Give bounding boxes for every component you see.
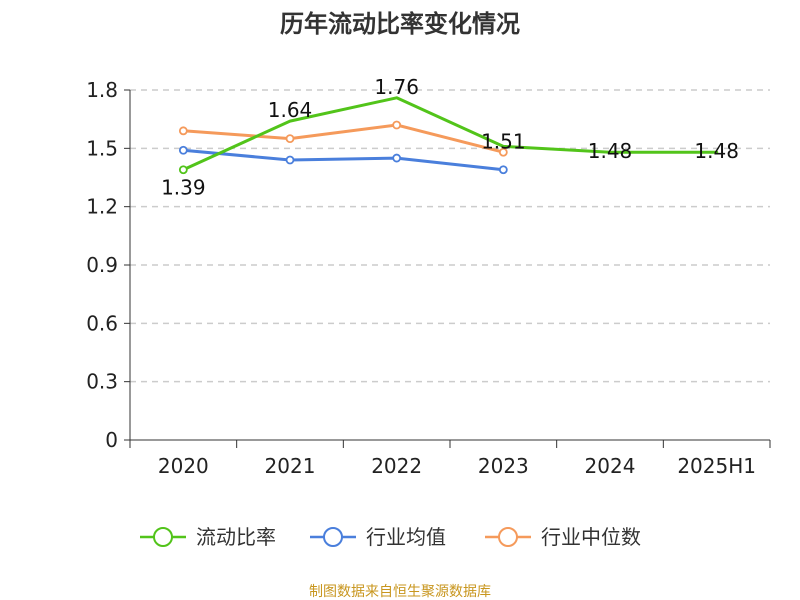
data-label: 1.76 [374, 75, 419, 99]
y-tick-label: 0.6 [86, 311, 118, 335]
x-tick-label: 2021 [265, 454, 316, 478]
data-point [392, 120, 402, 130]
y-tick-label: 1.5 [86, 136, 118, 160]
legend-marker [498, 527, 518, 547]
legend-marker [153, 527, 173, 547]
data-point [178, 126, 188, 136]
chart-title: 历年流动比率变化情况 [280, 10, 520, 38]
x-tick-label: 2020 [158, 454, 209, 478]
x-tick-label: 2023 [478, 454, 529, 478]
data-label: 1.51 [481, 129, 526, 153]
data-label: 1.64 [268, 98, 313, 122]
legend-marker [323, 527, 343, 547]
x-tick-label: 2025H1 [677, 454, 756, 478]
series-line [181, 96, 719, 172]
legend: 流动比率 行业均值 行业中位数 [140, 525, 641, 549]
data-point [285, 155, 295, 165]
data-point [178, 165, 188, 175]
data-point [498, 147, 508, 157]
y-tick-label: 1.8 [86, 78, 118, 102]
y-tick-label: 0.3 [86, 370, 118, 394]
data-labels: 1.39 1.64 1.76 1.51 1.48 1.48 [161, 75, 739, 200]
legend-label: 行业中位数 [541, 525, 641, 549]
grid-lines [130, 89, 770, 383]
source-label: 制图数据来自恒生聚源数据库 [309, 584, 491, 600]
legend-label: 行业均值 [366, 525, 446, 549]
y-tick-label: 0 [105, 428, 118, 452]
axes: 0 0.3 0.6 0.9 1.2 1.5 1.8 2020 2021 2022 2023 2024 2… [86, 78, 771, 478]
data-point [498, 165, 508, 175]
x-tick-label: 2024 [585, 454, 636, 478]
series-line [181, 123, 505, 154]
data-label: 1.48 [694, 139, 739, 163]
data-label: 1.48 [588, 139, 633, 163]
legend-label: 流动比率 [196, 525, 276, 549]
y-tick-label: 0.9 [86, 253, 118, 277]
series-markers [178, 120, 508, 175]
data-point [392, 153, 402, 163]
series-line [181, 148, 505, 172]
data-label: 1.39 [161, 176, 206, 200]
data-point [178, 145, 188, 155]
series-lines [181, 96, 719, 172]
x-tick-label: 2022 [371, 454, 422, 478]
y-tick-label: 1.2 [86, 195, 118, 219]
data-point [285, 134, 295, 144]
